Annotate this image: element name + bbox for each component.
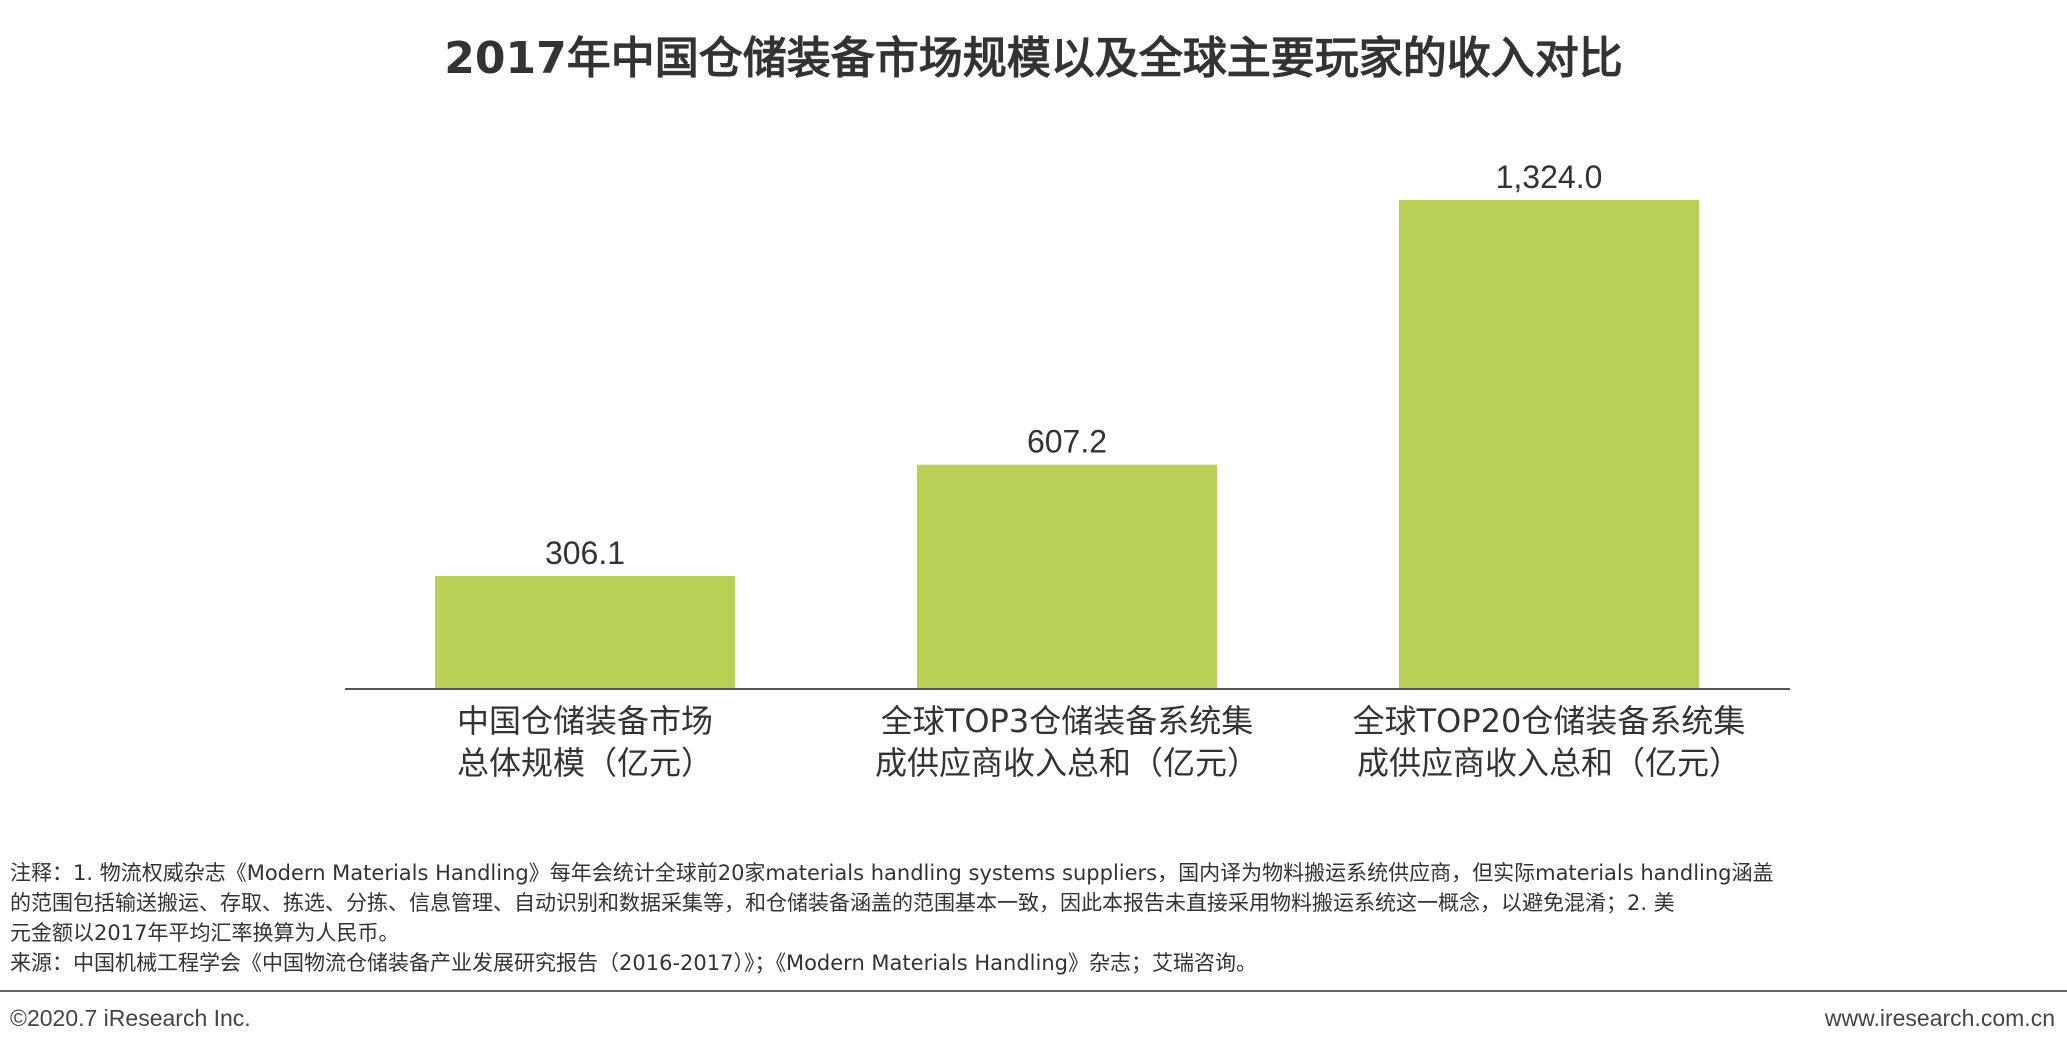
footer-divider bbox=[0, 990, 2067, 992]
bar-1 bbox=[435, 575, 735, 689]
category-label-2-line1: 全球TOP3仓储装备系统集 bbox=[880, 702, 1254, 740]
data-label-2: 607.2 bbox=[1027, 424, 1107, 460]
note-line-2: 的范围包括输送搬运、存取、拣选、分拣、信息管理、自动识别和数据采集等，和仓储装备… bbox=[10, 891, 1675, 915]
category-label-2: 全球TOP3仓储装备系统集 成供应商收入总和（亿元） bbox=[857, 700, 1277, 784]
category-label-1-line1: 中国仓储装备市场 bbox=[456, 702, 713, 740]
category-label-3: 全球TOP20仓储装备系统集 成供应商收入总和（亿元） bbox=[1339, 700, 1759, 784]
bar-3 bbox=[1399, 200, 1699, 689]
website-link[interactable]: www.iresearch.com.cn bbox=[1824, 1005, 2055, 1031]
data-label-1: 306.1 bbox=[545, 535, 625, 571]
chart-title: 2017年中国仓储装备市场规模以及全球主要玩家的收入对比 bbox=[444, 33, 1623, 84]
bar-chart: 306.1 607.2 1,324.0 bbox=[345, 159, 1790, 690]
category-label-1-line2: 总体规模（亿元） bbox=[456, 744, 713, 782]
source-line: 来源：中国机械工程学会《中国物流仓储装备产业发展研究报告（2016-2017）》… bbox=[10, 951, 1257, 975]
copyright-text: ©2020.7 iResearch Inc. bbox=[10, 1005, 251, 1031]
note-line-1: 注释：1. 物流权威杂志《Modern Materials Handling》每… bbox=[10, 861, 1774, 885]
category-label-3-line2: 成供应商收入总和（亿元） bbox=[1356, 744, 1741, 782]
category-label-2-line2: 成供应商收入总和（亿元） bbox=[874, 744, 1259, 782]
category-label-3-line1: 全球TOP20仓储装备系统集 bbox=[1352, 702, 1746, 740]
chart-notes: 注释：1. 物流权威杂志《Modern Materials Handling》每… bbox=[10, 858, 2055, 978]
category-label-1: 中国仓储装备市场 总体规模（亿元） bbox=[375, 700, 795, 784]
note-line-3: 元金额以2017年平均汇率换算为人民币。 bbox=[10, 921, 400, 945]
data-label-3: 1,324.0 bbox=[1496, 159, 1603, 195]
bar-2 bbox=[917, 464, 1217, 689]
